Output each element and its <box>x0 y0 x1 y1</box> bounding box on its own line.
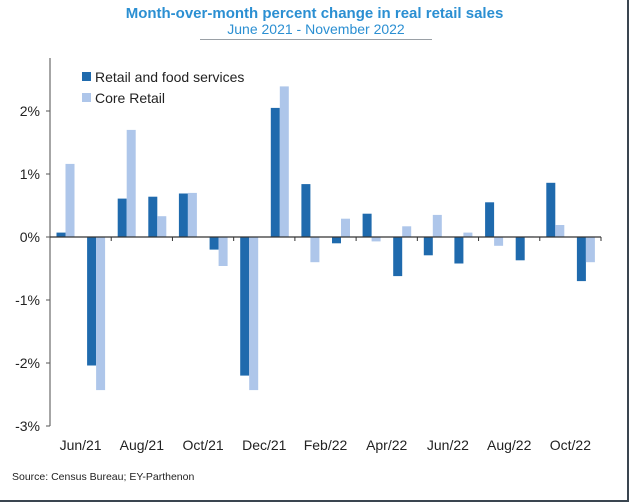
bar-retail-food-jul-21 <box>87 237 97 366</box>
y-tick-label: 0% <box>20 229 40 245</box>
bar-core-retail-apr-22 <box>371 237 381 242</box>
x-tick-label: Aug/22 <box>487 437 532 453</box>
bar-retail-food-oct-22 <box>546 182 556 237</box>
legend-label-retail-food: Retail and food services <box>95 69 244 85</box>
bar-retail-food-nov-21 <box>209 237 219 250</box>
x-tick-label: Dec/21 <box>242 437 287 453</box>
bar-retail-food-jan-22 <box>270 107 280 238</box>
bar-core-retail-oct-21 <box>187 192 197 237</box>
bar-core-retail-jun-21 <box>65 163 75 237</box>
bar-retail-food-mar-22 <box>332 237 341 244</box>
x-tick-label: Feb/22 <box>304 437 348 453</box>
bar-core-retail-feb-22 <box>310 237 320 263</box>
bar-retail-food-jun-22 <box>423 237 433 256</box>
bar-retail-food-may-22 <box>393 237 403 277</box>
bar-retail-food-sep-21 <box>148 196 158 237</box>
bar-core-retail-sep-21 <box>157 216 167 237</box>
bar-retail-food-dec-21 <box>240 237 250 376</box>
bar-retail-food-feb-22 <box>301 184 311 237</box>
bar-retail-food-jun-21 <box>56 232 66 237</box>
bar-core-retail-nov-21 <box>218 237 228 266</box>
x-tick-label: Oct/21 <box>182 437 223 453</box>
x-tick-label: Aug/21 <box>120 437 165 453</box>
bar-retail-food-apr-22 <box>362 213 372 237</box>
bar-core-retail-jun-22 <box>432 214 442 237</box>
legend-swatch-retail-food <box>82 72 91 81</box>
bar-core-retail-may-22 <box>402 226 412 237</box>
y-tick-label: 2% <box>20 103 40 119</box>
legend-swatch-core-retail <box>82 93 91 102</box>
bar-core-retail-aug-21 <box>126 129 136 237</box>
bar-core-retail-nov-22 <box>585 237 595 263</box>
bar-core-retail-dec-21 <box>249 237 259 391</box>
y-tick-label: -3% <box>15 418 40 434</box>
axes-group: 2% 1% 0% -1% -2% -3% Jun/21 Aug/21 Oct/21 Dec/21 F… <box>15 58 602 453</box>
bar-core-retail-jul-21 <box>96 237 106 391</box>
y-tick-label: -1% <box>15 292 40 308</box>
bar-retail-food-aug-22 <box>485 202 495 237</box>
bar-retail-food-nov-22 <box>576 237 586 282</box>
bar-core-retail-jul-22 <box>463 232 473 237</box>
x-tick-label: Jun/22 <box>427 437 469 453</box>
legend-label-core-retail: Core Retail <box>95 90 165 106</box>
bar-core-retail-oct-22 <box>555 225 565 237</box>
x-tick-label: Jun/21 <box>60 437 102 453</box>
x-tick-label: Oct/22 <box>550 437 591 453</box>
bar-retail-food-jul-22 <box>454 237 464 264</box>
chart-subtitle: June 2021 - November 2022 <box>200 21 432 40</box>
bar-retail-food-aug-21 <box>117 198 127 237</box>
bar-retail-food-sep-22 <box>515 237 525 261</box>
source-note: Source: Census Bureau; EY-Parthenon <box>12 471 195 483</box>
chart-title: Month-over-month percent change in real … <box>125 5 504 22</box>
bar-core-retail-aug-22 <box>494 237 504 246</box>
legend: Retail and food services Core Retail <box>82 69 244 106</box>
bar-core-retail-jan-22 <box>279 86 289 238</box>
y-tick-label: 1% <box>20 166 40 182</box>
x-tick-label: Apr/22 <box>366 437 407 453</box>
bar-retail-food-oct-21 <box>178 193 188 237</box>
y-tick-label: -2% <box>15 355 40 371</box>
bars-group <box>56 86 595 391</box>
bar-core-retail-mar-22 <box>341 218 350 237</box>
